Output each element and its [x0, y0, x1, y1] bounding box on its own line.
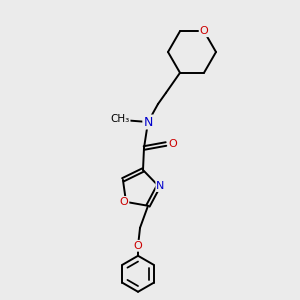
- Text: N: N: [143, 116, 153, 128]
- Text: O: O: [120, 197, 128, 207]
- Text: N: N: [156, 181, 165, 191]
- Text: O: O: [134, 241, 142, 251]
- Text: O: O: [169, 139, 177, 149]
- Text: O: O: [200, 26, 208, 36]
- Text: CH₃: CH₃: [110, 114, 130, 124]
